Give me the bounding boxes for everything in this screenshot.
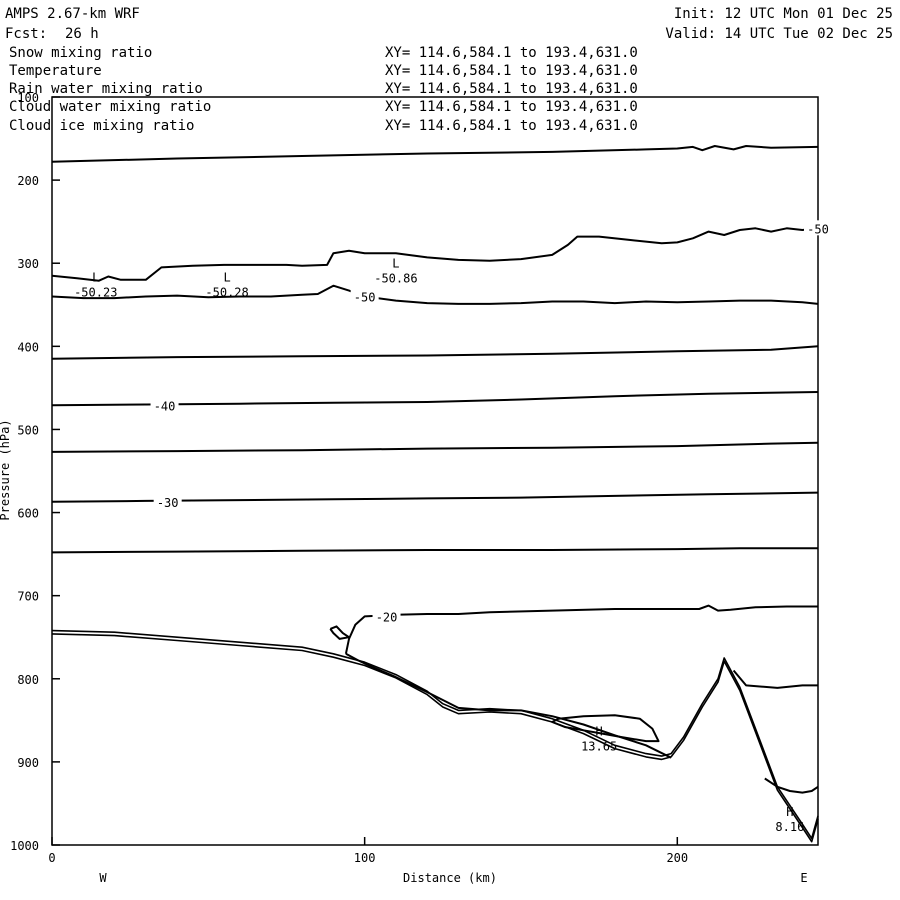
field-name: Cloud ice mixing ratio <box>9 118 194 134</box>
y-tick-label: 300 <box>17 257 39 271</box>
contour-label: -50 <box>807 222 829 236</box>
extremum-value: 13.65 <box>581 739 617 753</box>
init-time: Init: 12 UTC Mon 01 Dec 25 <box>674 6 893 22</box>
contour-label-bg <box>150 397 179 413</box>
y-tick-label: 700 <box>17 590 39 604</box>
iso-minus35 <box>51 441 819 453</box>
contour-label: -40 <box>154 399 176 413</box>
y-tick-label: 600 <box>17 507 39 521</box>
y-tick-label: 500 <box>17 423 39 437</box>
contour-label: -20 <box>376 610 398 624</box>
y-tick-label: 400 <box>17 340 39 354</box>
iso-warm-loop <box>551 714 660 743</box>
contour-label-bg <box>350 288 379 304</box>
extremum-marker: L <box>223 271 230 285</box>
axes: 100 200 300 400 500 600 700 800 900 1000 0 100 200 <box>10 91 688 865</box>
west-label: W <box>99 871 107 885</box>
y-tick-label: 200 <box>17 174 39 188</box>
iso-warm-east <box>732 669 818 689</box>
field-name: Temperature <box>9 63 102 79</box>
plot-area: -50-50-40-30-20L-50.23L-50.28L-50.86H13.… <box>51 145 832 843</box>
iso-valley-east <box>764 777 819 794</box>
extremum-value: -50.86 <box>374 271 417 285</box>
extremum-value: 8.16 <box>775 820 804 834</box>
iso-minus45 <box>51 345 819 360</box>
field-legend: Snow mixing ratio XY= 114.6,584.1 to 193… <box>9 45 638 134</box>
forecast-label: Fcst: <box>5 26 47 42</box>
east-label: E <box>800 871 807 885</box>
y-tick-label: 100 <box>17 91 39 105</box>
contour-label: -30 <box>157 496 179 510</box>
x-tick-label: 200 <box>666 851 688 865</box>
field-xy: XY= 114.6,584.1 to 193.4,631.0 <box>385 99 638 115</box>
field-xy: XY= 114.6,584.1 to 193.4,631.0 <box>385 45 638 61</box>
field-name: Rain water mixing ratio <box>9 81 203 97</box>
x-tick-label: 0 <box>48 851 55 865</box>
field-xy: XY= 114.6,584.1 to 193.4,631.0 <box>385 81 638 97</box>
contour-label: -50 <box>354 290 376 304</box>
iso-minus50-lower <box>51 284 819 305</box>
extremum-marker: H <box>596 724 603 738</box>
field-xy: XY= 114.6,584.1 to 193.4,631.0 <box>385 63 638 79</box>
extremum-value: -50.23 <box>74 286 117 300</box>
valid-time: Valid: 14 UTC Tue 02 Dec 25 <box>665 26 893 42</box>
field-xy: XY= 114.6,584.1 to 193.4,631.0 <box>385 118 638 134</box>
x-axis-title: Distance (km) <box>403 871 497 885</box>
extremum-marker: L <box>92 271 99 285</box>
model-title: AMPS 2.67-km WRF <box>5 6 140 22</box>
iso-warm-upper <box>345 652 672 759</box>
iso-small-loop <box>329 625 350 640</box>
iso-tropopause-upper <box>51 145 819 163</box>
terrain-line-lower <box>51 633 819 843</box>
iso-minus50-upper <box>51 227 819 282</box>
extremum-marker: L <box>392 256 399 270</box>
iso-minus25 <box>51 547 818 554</box>
iso-minus20 <box>344 604 818 655</box>
terrain-line <box>51 629 819 840</box>
x-tick-label: 100 <box>354 851 376 865</box>
forecast-hour: 26 h <box>65 26 99 42</box>
field-name: Cloud water mixing ratio <box>9 99 211 115</box>
plot-frame <box>51 96 819 846</box>
extremum-marker: H <box>786 805 793 819</box>
contour-label-bg <box>804 220 832 236</box>
field-name: Snow mixing ratio <box>9 45 152 61</box>
y-tick-label: 1000 <box>10 839 39 853</box>
contour-label-bg <box>372 608 401 624</box>
y-tick-label: 900 <box>17 756 39 770</box>
contour-label-bg <box>153 493 182 509</box>
y-axis-title: Pressure (hPa) <box>0 419 12 520</box>
y-tick-label: 800 <box>17 673 39 687</box>
extremum-value: -50.28 <box>205 286 248 300</box>
